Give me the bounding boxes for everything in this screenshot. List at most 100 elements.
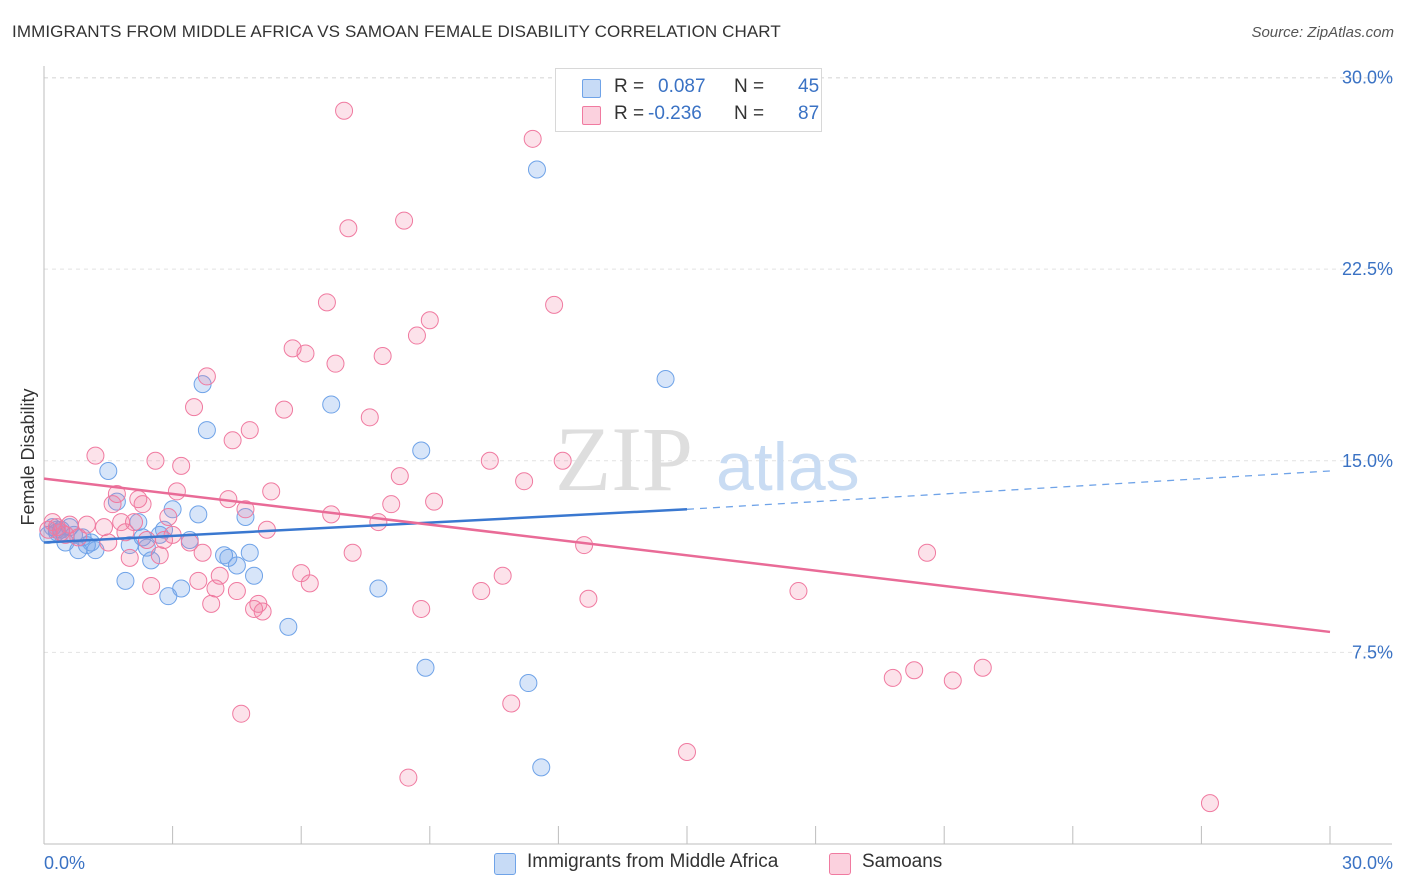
samoan-point (523, 129, 542, 148)
y-tick-label: 22.5% (1342, 259, 1393, 279)
samoan-point (382, 495, 401, 514)
series-samoans-points (39, 101, 1219, 813)
samoan-point (373, 346, 392, 365)
samoan-point (575, 536, 594, 555)
samoan-point (789, 582, 808, 601)
middle-africa-point (227, 556, 246, 575)
samoan-point (300, 574, 319, 593)
samoan-point (146, 451, 165, 470)
samoan-point (185, 398, 204, 417)
x-tick-label: 30.0% (1342, 853, 1393, 873)
samoan-point (472, 582, 491, 601)
gridlines (44, 77, 1392, 653)
samoan-point (193, 543, 212, 562)
samoan-point (99, 533, 118, 552)
samoan-point (579, 589, 598, 608)
samoan-point (95, 518, 114, 537)
middle-africa-point (236, 507, 255, 526)
trend-lines (43, 470, 1331, 634)
middle-africa-point (656, 369, 675, 388)
samoan-point (369, 513, 388, 532)
middle-africa-point (197, 421, 216, 440)
samoan-point (120, 548, 139, 567)
samoan-point (943, 671, 962, 690)
samoan-point (197, 367, 216, 386)
samoan-point (425, 492, 444, 511)
samoan-point (553, 451, 572, 470)
samoan-point (125, 513, 144, 532)
middle-africa-point (532, 758, 551, 777)
middle-africa-point (189, 505, 208, 524)
middle-africa-point (412, 441, 431, 460)
samoan-point (407, 326, 426, 345)
middle-africa-point (245, 566, 264, 585)
samoan-point (103, 495, 122, 514)
samoan-point (1200, 794, 1219, 813)
legend-n-label: N = (734, 76, 765, 97)
samoan-point (202, 594, 221, 613)
samoan-point (339, 219, 358, 238)
middle-africa-point (322, 395, 341, 414)
source-credit: Source: ZipAtlas.com (1251, 24, 1394, 41)
middle-africa-point (519, 674, 538, 693)
samoan-point (412, 599, 431, 618)
legend-r-value: -0.236 (648, 103, 702, 124)
samoan-point (43, 513, 62, 532)
samoan-point (262, 482, 281, 501)
samoan-point (883, 668, 902, 687)
samoan-point (137, 530, 156, 549)
samoan-point (502, 694, 521, 713)
axes (43, 66, 1392, 845)
samoan-point (172, 456, 191, 475)
trend-line-samoans (43, 477, 1331, 634)
samoan-point (545, 295, 564, 314)
samoan-point (150, 546, 169, 565)
y-tick-label: 15.0% (1342, 451, 1393, 471)
samoan-point (56, 525, 75, 544)
samoan-point (86, 446, 105, 465)
legend-swatch-blue (582, 79, 601, 98)
samoan-point (317, 293, 336, 312)
samoan-point (515, 472, 534, 491)
samoan-point (249, 594, 268, 613)
bottom-legend-swatch-blue (494, 853, 516, 875)
samoan-point (236, 500, 255, 519)
chart-title: IMMIGRANTS FROM MIDDLE AFRICA VS SAMOAN … (12, 22, 781, 41)
samoan-point (399, 768, 418, 787)
samoan-point (343, 543, 362, 562)
middle-africa-point (279, 617, 298, 636)
y-tick-label: 7.5% (1352, 642, 1393, 662)
samoan-point (493, 566, 512, 585)
samoan-point (227, 582, 246, 601)
samoan-point (390, 467, 409, 486)
middle-africa-point (142, 551, 161, 570)
samoan-point (420, 311, 439, 330)
samoan-point (973, 658, 992, 677)
samoan-point (107, 484, 126, 503)
x-tick-label: 0.0% (44, 853, 85, 873)
samoan-point (918, 543, 937, 562)
trend-line-middle-africa (43, 508, 688, 544)
bottom-legend-swatch-pink (829, 853, 851, 875)
middle-africa-point (369, 579, 388, 598)
samoan-point (326, 354, 345, 373)
bottom-legend-label: Immigrants from Middle Africa (527, 851, 779, 872)
samoan-point (905, 661, 924, 680)
x-tick-labels: 0.0% 30.0% (44, 853, 1393, 873)
y-axis-title: Female Disability (18, 388, 38, 525)
samoan-point (335, 101, 354, 120)
middle-africa-point (116, 571, 135, 590)
legend-swatch-pink (582, 106, 601, 125)
samoan-point (678, 743, 696, 762)
samoan-point (296, 344, 315, 363)
samoan-point (112, 513, 131, 532)
samoan-point (133, 495, 152, 514)
samoan-point (232, 704, 251, 723)
correlation-legend: R = 0.087 N = 45 R = -0.236 N = 87 (555, 68, 822, 132)
legend-r-value: 0.087 (658, 76, 706, 97)
middle-africa-point (527, 160, 546, 179)
middle-africa-point (172, 579, 191, 598)
samoan-point (240, 421, 259, 440)
middle-africa-point (99, 461, 118, 480)
